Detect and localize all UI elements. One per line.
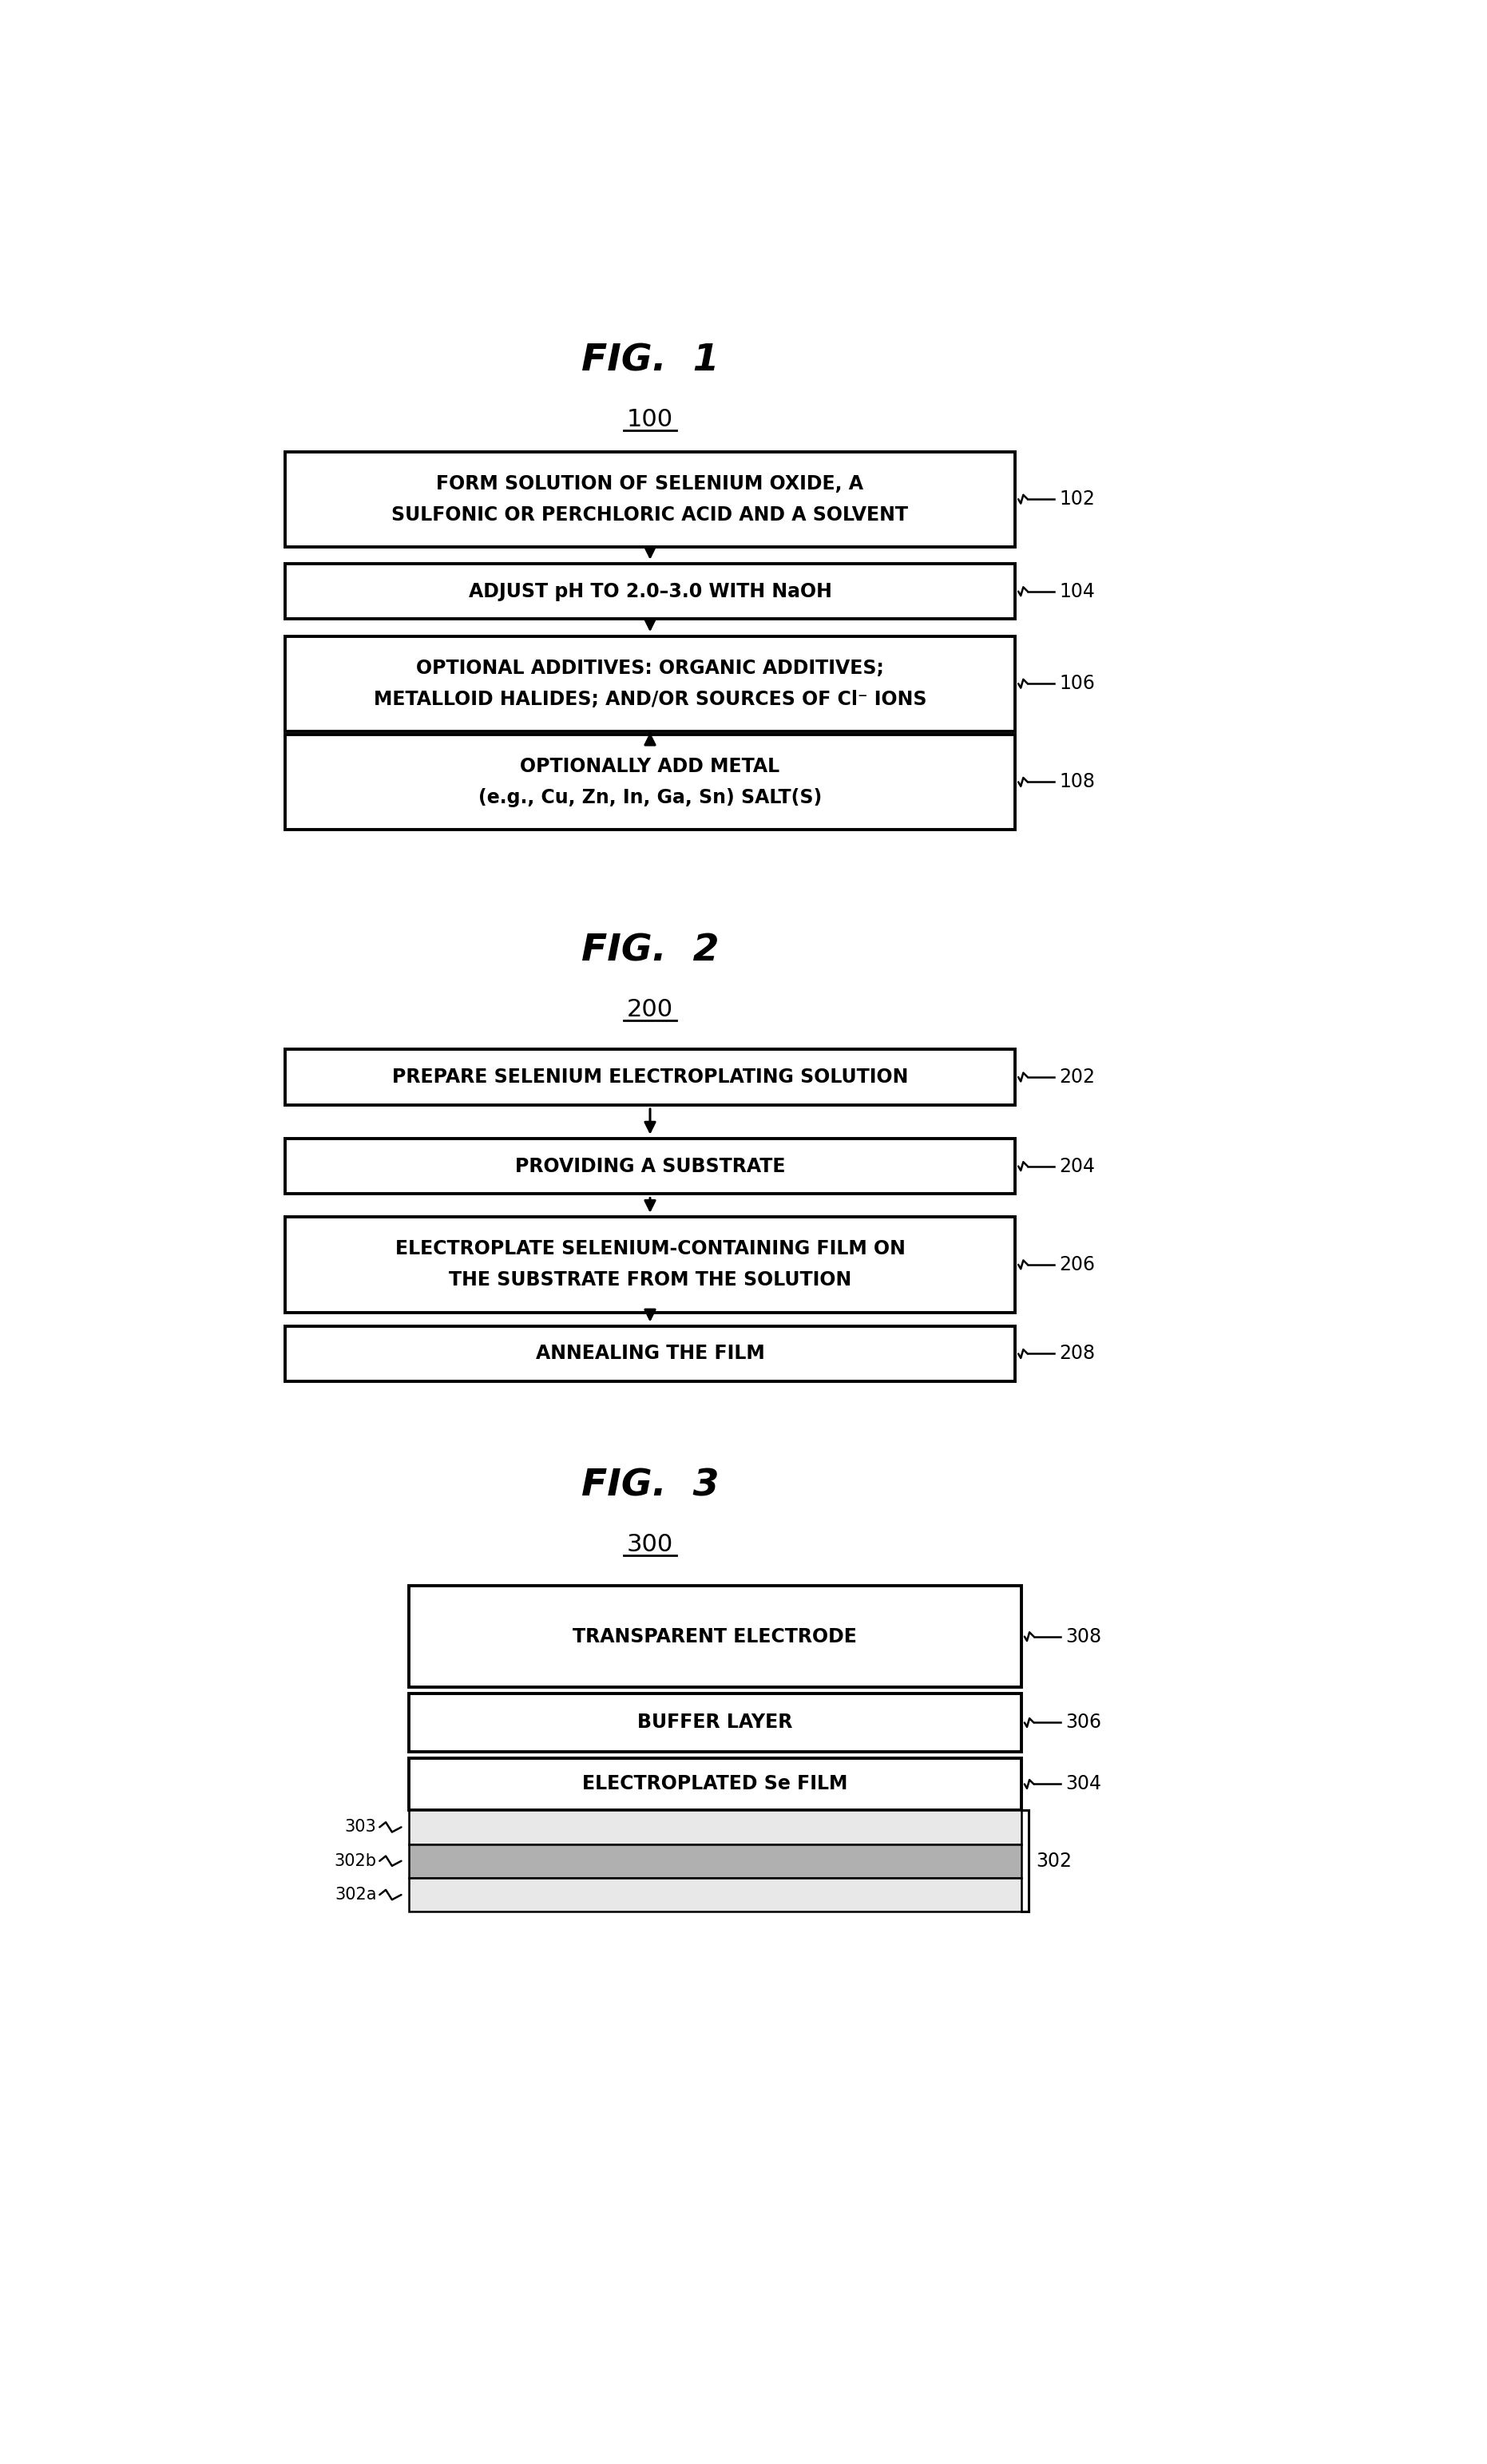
Text: FIG.  2: FIG. 2: [581, 934, 718, 968]
FancyBboxPatch shape: [286, 734, 1016, 830]
Text: ADJUST pH TO 2.0–3.0 WITH NaOH: ADJUST pH TO 2.0–3.0 WITH NaOH: [468, 582, 831, 601]
Text: 304: 304: [1065, 1774, 1102, 1794]
Text: ELECTROPLATED Se FILM: ELECTROPLATED Se FILM: [583, 1774, 848, 1794]
Text: 303: 303: [345, 1818, 376, 1836]
Text: 200: 200: [628, 998, 674, 1020]
FancyBboxPatch shape: [409, 1757, 1022, 1811]
Text: 106: 106: [1059, 675, 1094, 692]
Text: 300: 300: [628, 1533, 674, 1555]
Text: 102: 102: [1059, 490, 1094, 508]
FancyBboxPatch shape: [409, 1693, 1022, 1752]
Text: 302b: 302b: [335, 1853, 376, 1870]
FancyBboxPatch shape: [286, 451, 1016, 547]
FancyBboxPatch shape: [286, 1217, 1016, 1313]
Text: 306: 306: [1065, 1712, 1102, 1732]
Text: 208: 208: [1059, 1345, 1096, 1363]
Text: PREPARE SELENIUM ELECTROPLATING SOLUTION: PREPARE SELENIUM ELECTROPLATING SOLUTION: [393, 1067, 909, 1087]
FancyBboxPatch shape: [409, 1843, 1022, 1878]
Text: BUFFER LAYER: BUFFER LAYER: [638, 1712, 793, 1732]
Text: PROVIDING A SUBSTRATE: PROVIDING A SUBSTRATE: [515, 1156, 785, 1175]
Text: OPTIONALLY ADD METAL
(e.g., Cu, Zn, In, Ga, Sn) SALT(S): OPTIONALLY ADD METAL (e.g., Cu, Zn, In, …: [479, 756, 822, 808]
FancyBboxPatch shape: [286, 636, 1016, 732]
Text: ELECTROPLATE SELENIUM-CONTAINING FILM ON
THE SUBSTRATE FROM THE SOLUTION: ELECTROPLATE SELENIUM-CONTAINING FILM ON…: [396, 1239, 906, 1289]
FancyBboxPatch shape: [409, 1811, 1022, 1843]
Text: FIG.  1: FIG. 1: [581, 342, 718, 379]
Text: 302a: 302a: [335, 1887, 376, 1902]
Text: FORM SOLUTION OF SELENIUM OXIDE, A
SULFONIC OR PERCHLORIC ACID AND A SOLVENT: FORM SOLUTION OF SELENIUM OXIDE, A SULFO…: [391, 473, 909, 525]
Text: 104: 104: [1059, 582, 1094, 601]
Text: 308: 308: [1065, 1626, 1102, 1646]
Text: 204: 204: [1059, 1156, 1094, 1175]
Text: FIG.  3: FIG. 3: [581, 1469, 718, 1503]
FancyBboxPatch shape: [409, 1878, 1022, 1912]
Text: 202: 202: [1059, 1067, 1094, 1087]
Text: ANNEALING THE FILM: ANNEALING THE FILM: [535, 1345, 764, 1363]
Text: 302: 302: [1036, 1850, 1072, 1870]
FancyBboxPatch shape: [286, 1050, 1016, 1104]
FancyBboxPatch shape: [286, 1138, 1016, 1195]
FancyBboxPatch shape: [409, 1587, 1022, 1688]
FancyBboxPatch shape: [286, 1326, 1016, 1382]
Text: 108: 108: [1059, 771, 1094, 791]
FancyBboxPatch shape: [286, 564, 1016, 618]
Text: 100: 100: [628, 407, 674, 431]
Text: 206: 206: [1059, 1254, 1094, 1274]
Text: TRANSPARENT ELECTRODE: TRANSPARENT ELECTRODE: [572, 1626, 857, 1646]
Text: OPTIONAL ADDITIVES: ORGANIC ADDITIVES;
METALLOID HALIDES; AND/OR SOURCES OF Cl⁻ : OPTIONAL ADDITIVES: ORGANIC ADDITIVES; M…: [373, 658, 926, 710]
